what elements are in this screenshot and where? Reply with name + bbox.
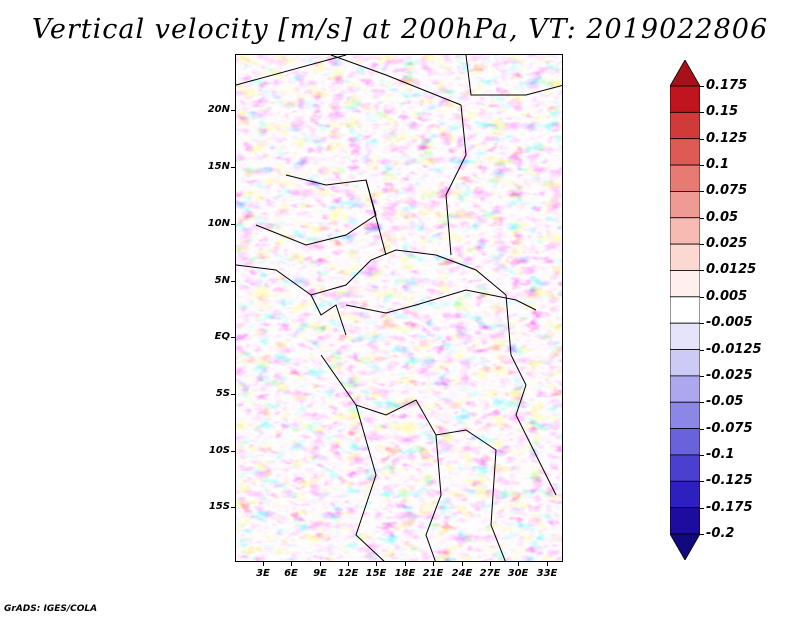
colorbar-segment xyxy=(669,454,701,482)
colorbar-label: -0.005 xyxy=(706,315,753,331)
x-tick xyxy=(376,562,377,566)
y-tick xyxy=(231,394,235,395)
y-tick-label: 20N xyxy=(207,104,230,115)
y-tick-label: 5N xyxy=(214,275,230,286)
x-tick-label: 27E xyxy=(479,568,501,579)
colorbar-tick xyxy=(700,534,704,535)
colorbar-segment xyxy=(669,480,701,509)
y-tick-label: 10S xyxy=(208,445,230,456)
colorbar-segment xyxy=(669,401,701,429)
x-tick xyxy=(490,562,491,566)
colorbar-segment xyxy=(669,191,701,219)
colorbar-label: 0.175 xyxy=(706,78,748,93)
y-tick xyxy=(231,451,235,452)
colorbar-label: 0.05 xyxy=(706,209,739,225)
colorbar-segment xyxy=(669,138,701,166)
colorbar-label: -0.05 xyxy=(706,394,744,410)
colorbar-label: -0.175 xyxy=(706,499,753,515)
x-tick xyxy=(462,562,463,566)
colorbar-segment xyxy=(669,322,701,350)
colorbar-segment xyxy=(669,243,701,271)
colorbar-label: -0.1 xyxy=(706,446,735,462)
y-tick-label: EQ xyxy=(214,331,230,342)
x-tick-label: 9E xyxy=(313,568,327,579)
colorbar-tick xyxy=(700,323,704,325)
colorbar-bottom-cap xyxy=(669,533,701,561)
country-borders xyxy=(236,55,562,561)
colorbar-segment xyxy=(669,111,701,140)
y-tick-label: 15S xyxy=(208,501,230,512)
y-tick-label: 10N xyxy=(207,218,230,229)
y-tick-label: 5S xyxy=(215,388,230,399)
x-tick-label: 30E xyxy=(507,568,529,579)
colorbar-tick xyxy=(700,375,704,377)
colorbar-segment xyxy=(669,507,701,535)
x-tick-label: 3E xyxy=(256,568,270,579)
colorbar-label: 0.005 xyxy=(706,288,748,304)
colorbar-label: -0.075 xyxy=(706,420,753,436)
colorbar-tick xyxy=(700,402,704,404)
x-tick xyxy=(433,562,434,566)
x-tick-label: 18E xyxy=(394,568,416,579)
x-tick-label: 15E xyxy=(365,568,387,579)
x-tick xyxy=(291,562,292,566)
x-tick xyxy=(320,562,321,566)
colorbar-segment xyxy=(669,270,701,298)
colorbar-segment xyxy=(669,375,701,403)
x-tick-label: 6E xyxy=(284,568,298,579)
colorbar-segment xyxy=(669,85,701,113)
x-tick xyxy=(405,562,406,566)
colorbar-tick xyxy=(700,507,704,509)
colorbar-label: -0.125 xyxy=(706,473,753,489)
map-title: Vertical velocity [m/s] at 200hPa, VT: 2… xyxy=(31,14,769,45)
y-tick xyxy=(231,507,235,508)
colorbar-label: 0.075 xyxy=(706,183,748,199)
colorbar-tick xyxy=(700,217,704,219)
colorbar-segment xyxy=(669,217,701,245)
y-tick xyxy=(231,224,235,225)
x-tick-label: 12E xyxy=(337,568,359,579)
colorbar-tick xyxy=(700,454,704,456)
colorbar-label: 0.0125 xyxy=(706,262,757,278)
x-tick xyxy=(348,562,349,566)
y-tick xyxy=(231,167,235,168)
colorbar-segment xyxy=(669,428,701,456)
colorbar-top-cap xyxy=(669,59,701,87)
x-tick-label: 21E xyxy=(422,568,444,579)
velocity-field xyxy=(236,55,562,561)
y-tick xyxy=(231,110,235,111)
colorbar-tick xyxy=(700,270,704,272)
colorbar-label: -0.0125 xyxy=(706,341,762,357)
colorbar-label: -0.2 xyxy=(706,526,735,541)
x-tick-label: 33E xyxy=(536,568,558,579)
colorbar-tick xyxy=(700,428,704,430)
colorbar-tick xyxy=(700,112,704,114)
colorbar-segment xyxy=(669,296,701,324)
colorbar-tick xyxy=(700,165,704,167)
colorbar-segment xyxy=(669,164,701,192)
colorbar-tick xyxy=(700,191,704,193)
velocity-map xyxy=(235,54,563,562)
y-tick xyxy=(231,281,235,282)
x-tick xyxy=(518,562,519,566)
colorbar-label: 0.1 xyxy=(706,157,730,173)
colorbar xyxy=(669,59,701,561)
colorbar-label: 0.025 xyxy=(706,236,748,252)
colorbar-tick xyxy=(700,349,704,351)
colorbar-tick xyxy=(700,296,704,298)
colorbar-segment xyxy=(669,349,701,377)
colorbar-tick xyxy=(700,138,704,140)
x-tick-label: 24E xyxy=(451,568,473,579)
x-tick xyxy=(263,562,264,566)
credit-footer: GrADS: IGES/COLA xyxy=(4,604,98,614)
colorbar-label: -0.025 xyxy=(706,367,753,383)
colorbar-label: 0.125 xyxy=(706,130,748,146)
colorbar-tick xyxy=(700,86,704,87)
colorbar-tick xyxy=(700,481,704,483)
y-tick xyxy=(231,337,235,338)
x-tick xyxy=(547,562,548,566)
colorbar-label: 0.15 xyxy=(706,104,739,120)
colorbar-tick xyxy=(700,244,704,246)
y-tick-label: 15N xyxy=(207,161,230,172)
